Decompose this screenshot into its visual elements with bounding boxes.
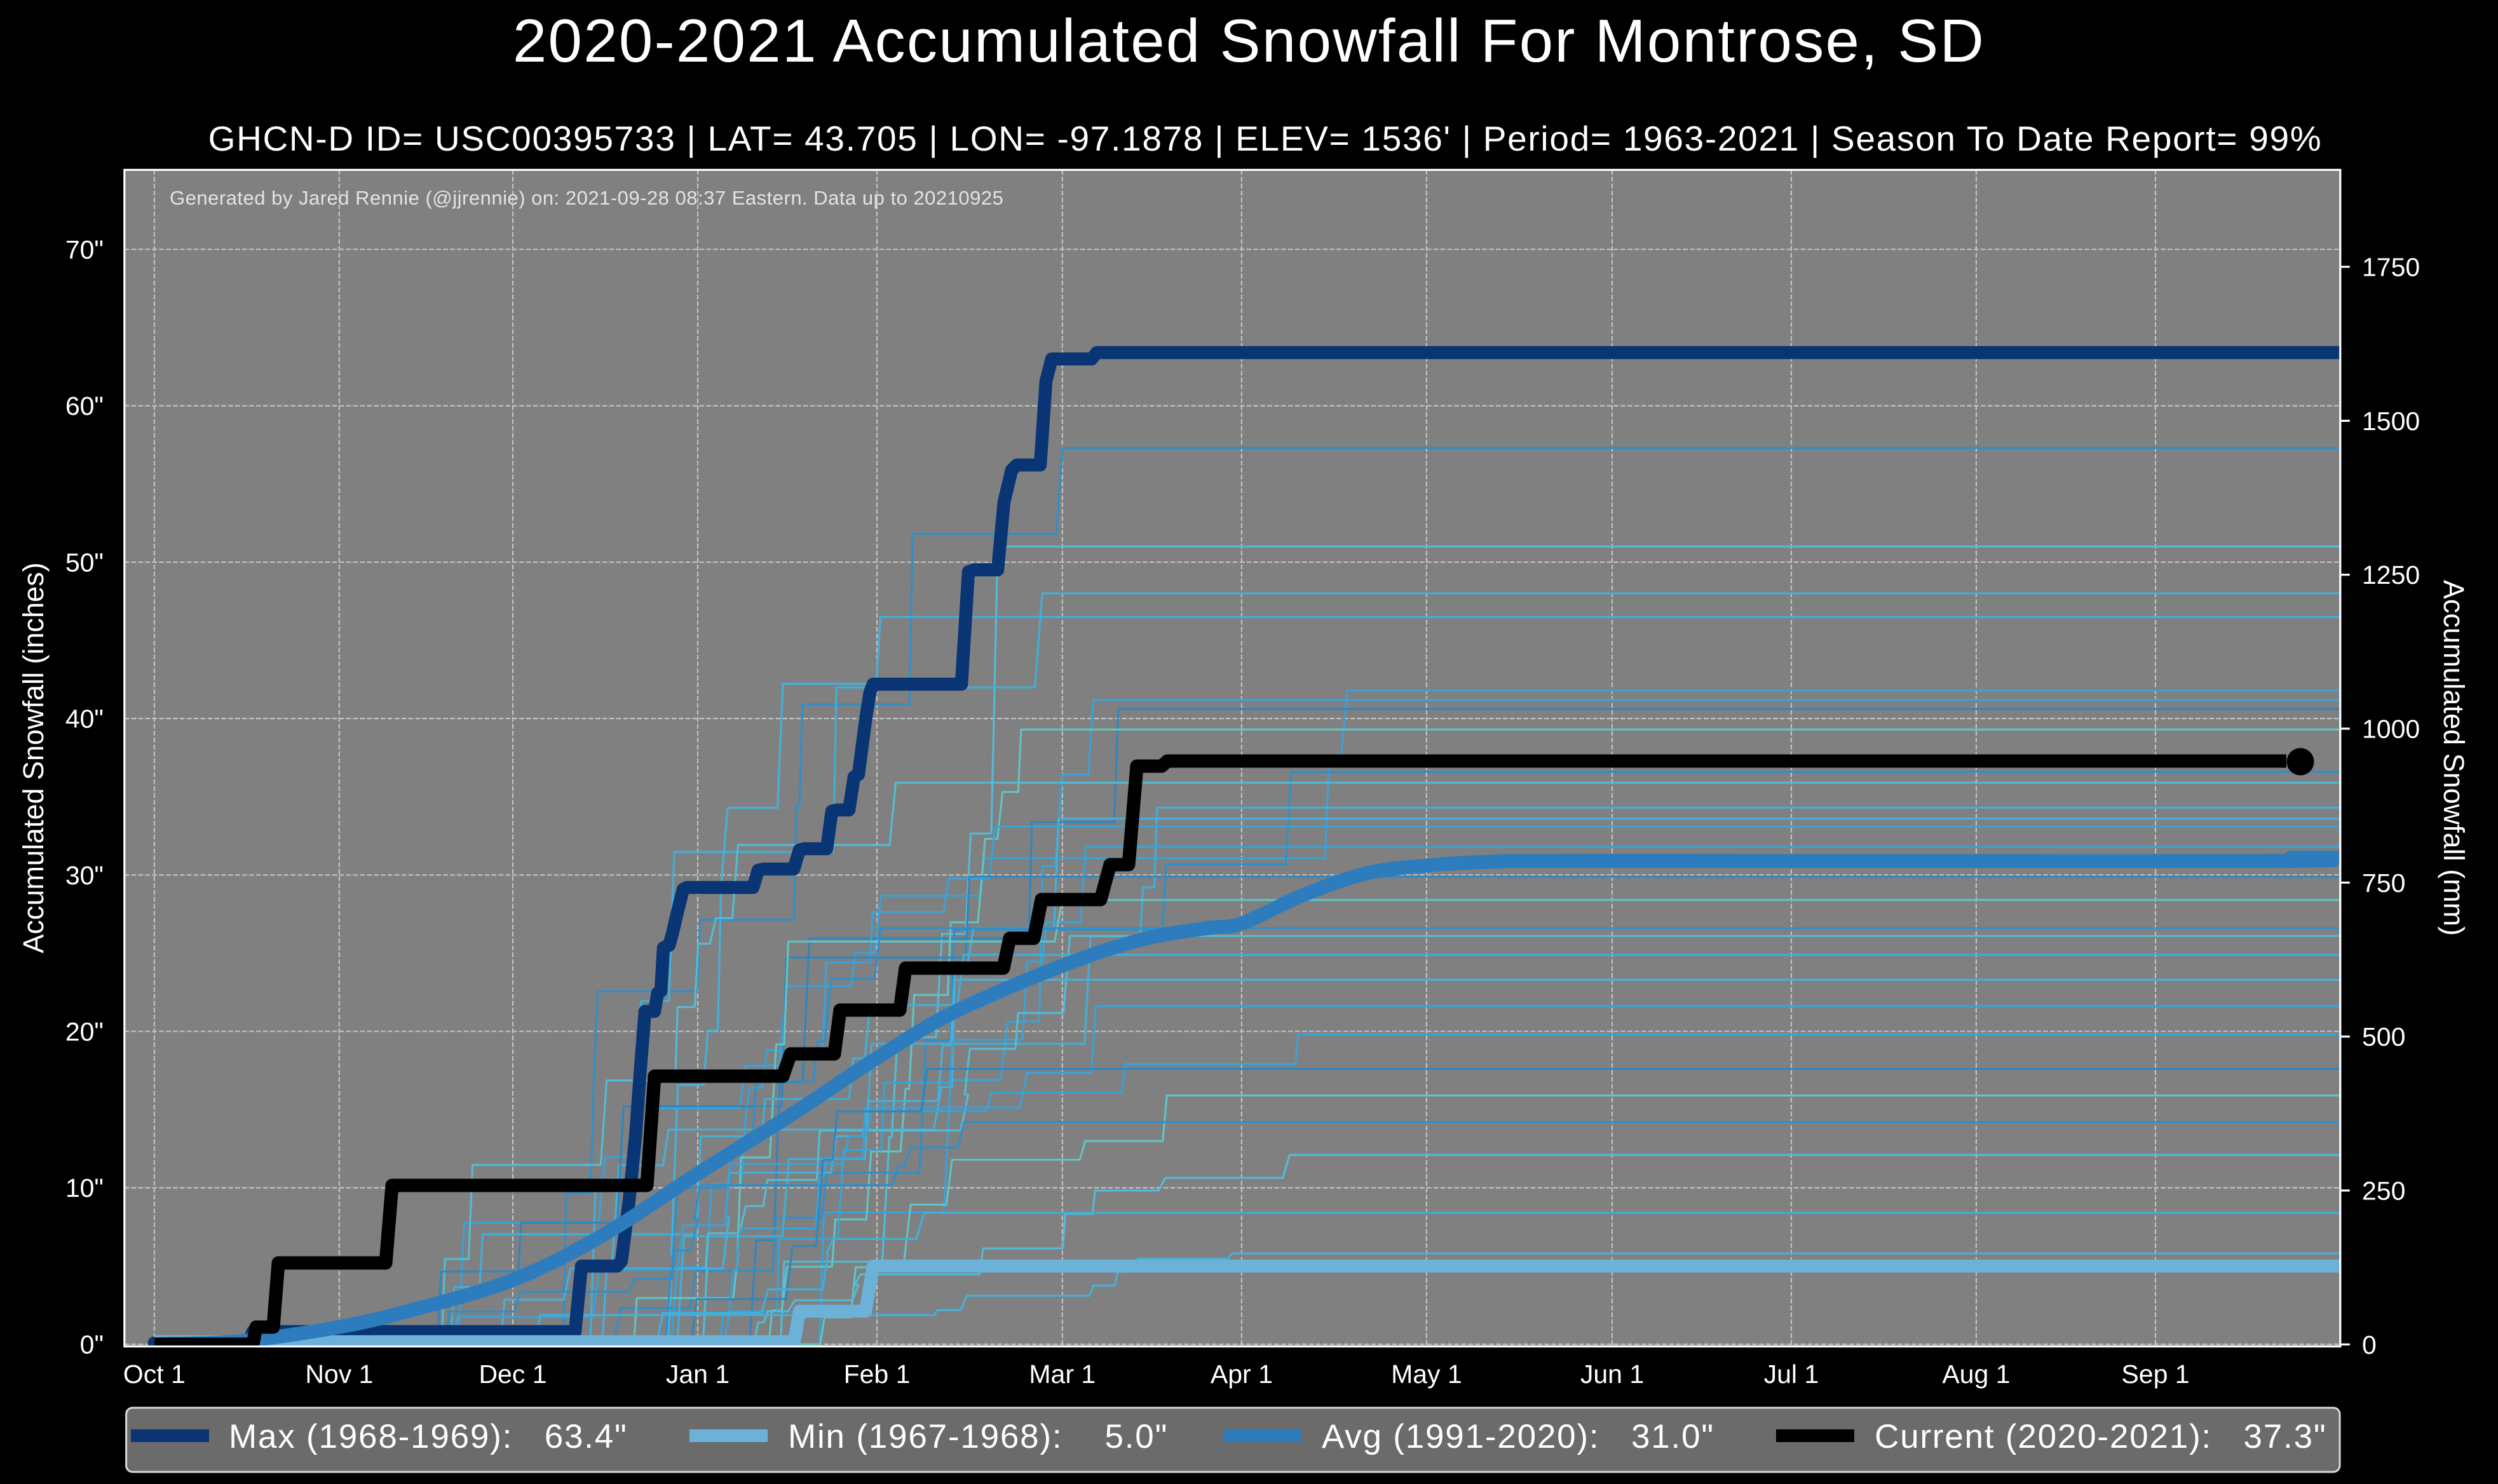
svg-text:2020-2021 Accumulated Snowfall: 2020-2021 Accumulated Snowfall For Montr…	[513, 7, 1985, 75]
svg-text:50": 50"	[65, 548, 104, 577]
svg-text:Nov 1: Nov 1	[305, 1359, 373, 1389]
svg-text:40": 40"	[65, 705, 104, 734]
svg-text:30": 30"	[65, 861, 104, 890]
svg-text:60": 60"	[65, 391, 104, 421]
svg-text:250: 250	[2362, 1177, 2405, 1206]
svg-text:0": 0"	[80, 1330, 104, 1359]
svg-text:Mar 1: Mar 1	[1029, 1359, 1096, 1389]
svg-text:Max (1968-1969): 63.4": Max (1968-1969): 63.4"	[229, 1418, 628, 1455]
svg-text:Dec 1: Dec 1	[479, 1359, 546, 1389]
svg-text:70": 70"	[65, 235, 104, 264]
svg-text:GHCN-D ID= USC00395733 | LAT=: GHCN-D ID= USC00395733 | LAT= 43.705 | L…	[208, 119, 2323, 158]
svg-text:Feb 1: Feb 1	[844, 1359, 911, 1389]
svg-text:Accumulated Snowfall (mm): Accumulated Snowfall (mm)	[2438, 580, 2470, 936]
svg-text:Aug 1: Aug 1	[1942, 1359, 2010, 1389]
svg-text:1000: 1000	[2362, 715, 2420, 744]
svg-text:Apr 1: Apr 1	[1211, 1359, 1273, 1389]
svg-text:Avg (1991-2020): 31.0": Avg (1991-2020): 31.0"	[1322, 1418, 1714, 1455]
svg-text:Jul 1: Jul 1	[1764, 1359, 1819, 1389]
svg-text:Jun 1: Jun 1	[1580, 1359, 1644, 1389]
svg-text:May 1: May 1	[1391, 1359, 1462, 1389]
svg-text:20": 20"	[65, 1017, 104, 1046]
svg-text:Current (2020-2021): 37.3": Current (2020-2021): 37.3"	[1875, 1418, 2326, 1455]
svg-text:Min (1967-1968): 5.0": Min (1967-1968): 5.0"	[788, 1418, 1168, 1455]
svg-text:500: 500	[2362, 1022, 2405, 1051]
svg-text:750: 750	[2362, 868, 2405, 898]
svg-text:Oct 1: Oct 1	[123, 1359, 186, 1389]
svg-text:1500: 1500	[2362, 407, 2420, 436]
svg-text:10": 10"	[65, 1173, 104, 1203]
svg-text:Generated by Jared Rennie (@jj: Generated by Jared Rennie (@jjrennie) on…	[170, 187, 1003, 209]
svg-text:Accumulated Snowfall (inches): Accumulated Snowfall (inches)	[17, 562, 50, 953]
svg-text:0: 0	[2362, 1330, 2377, 1359]
svg-text:1250: 1250	[2362, 560, 2420, 590]
svg-text:Sep 1: Sep 1	[2121, 1359, 2189, 1389]
svg-text:1750: 1750	[2362, 253, 2420, 282]
svg-text:Jan 1: Jan 1	[666, 1359, 730, 1389]
